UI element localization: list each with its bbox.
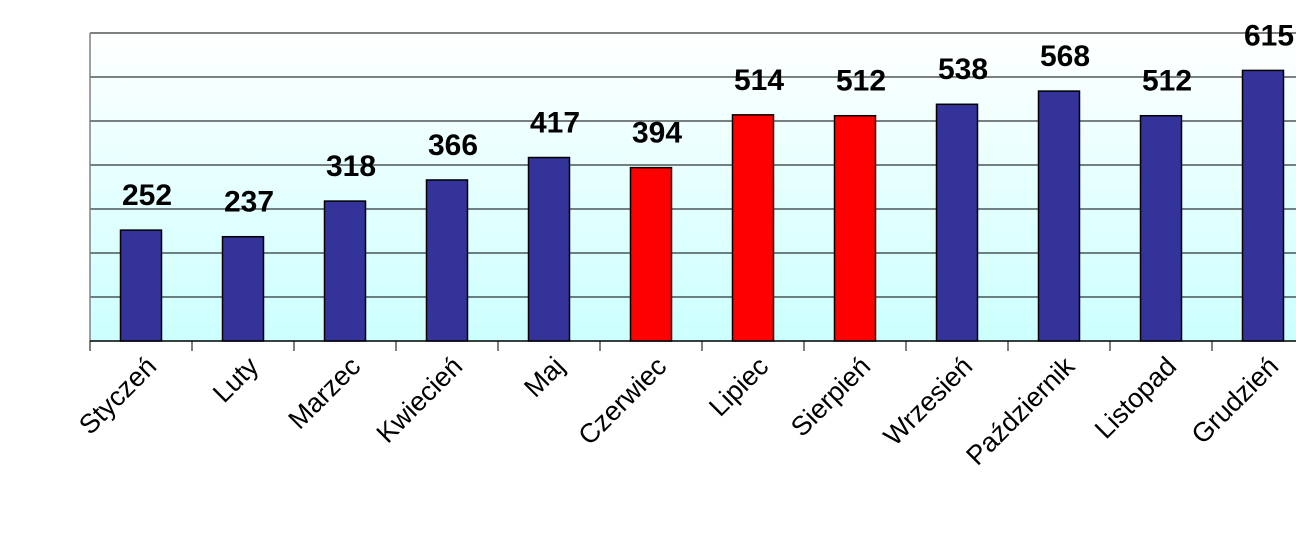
bar [221, 235, 265, 342]
bar [323, 200, 367, 342]
bar [425, 179, 469, 342]
bar [1037, 90, 1081, 342]
data-label: 366 [428, 129, 478, 162]
x-tick-label: Wrzesień [878, 351, 978, 451]
plot-area [90, 33, 1296, 341]
data-label: 514 [734, 64, 784, 97]
data-label: 538 [938, 53, 988, 86]
x-tick-label: Kwiecień [371, 351, 469, 449]
data-label: 237 [224, 186, 274, 219]
x-tick-label: Maj [518, 351, 570, 403]
x-tick-label: Marzec [282, 351, 366, 435]
x-tick-label: Sierpień [785, 351, 876, 442]
bar [1139, 114, 1183, 342]
bar [1241, 69, 1285, 342]
data-label: 615 [1244, 19, 1294, 52]
data-label: 318 [326, 150, 376, 183]
data-label: 252 [122, 179, 172, 212]
bar [833, 114, 877, 342]
data-label: 394 [632, 117, 682, 150]
x-tick-label: Styczeń [73, 351, 162, 440]
data-label: 417 [530, 106, 580, 139]
x-tick-label: Czerwiec [573, 351, 673, 451]
data-label: 512 [1142, 65, 1192, 98]
data-label: 512 [836, 65, 886, 98]
bar [935, 103, 979, 342]
bar [731, 114, 775, 342]
data-label: 568 [1040, 40, 1090, 73]
x-tick-label: Grudzień [1186, 351, 1285, 450]
x-tick-label: Październik [960, 351, 1080, 471]
x-tick-label: Luty [207, 351, 265, 409]
bar [119, 229, 163, 342]
bar [527, 156, 571, 342]
bar [629, 166, 673, 342]
x-tick-label: Listopad [1089, 351, 1182, 444]
x-tick-label: Lipiec [703, 351, 774, 422]
